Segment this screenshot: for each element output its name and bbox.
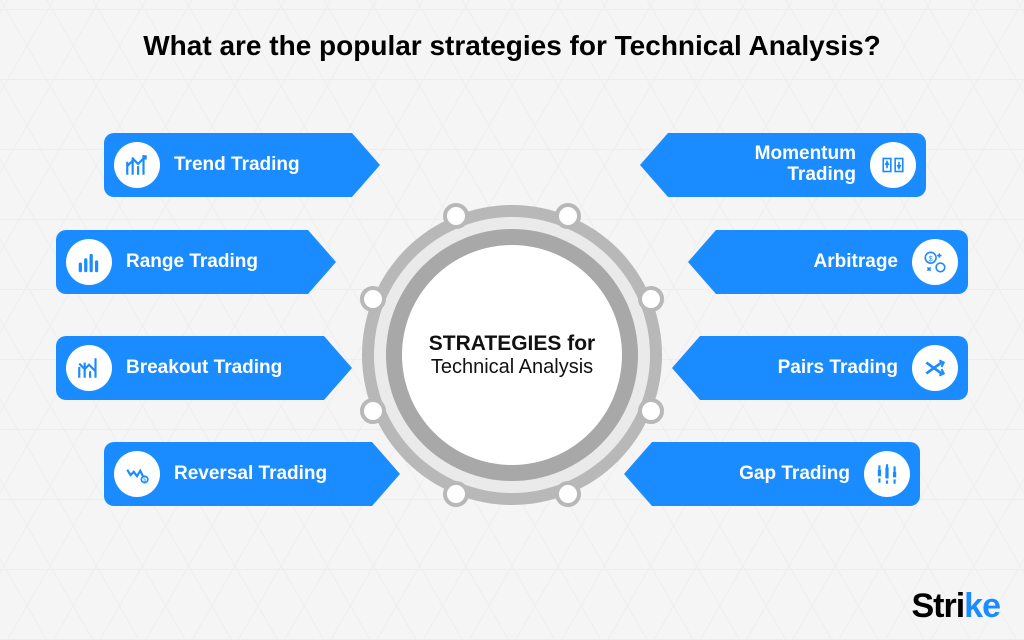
strategy-label: Gap Trading [739,464,850,485]
connector-dot [443,481,469,507]
strategy-label: Arbitrage [814,252,898,273]
brand-logo: Strike [911,587,1000,626]
strategy-label: Breakout Trading [126,358,282,379]
connector-dot [555,203,581,229]
connector-dot [360,398,386,424]
strategy-label: Momentum Trading [755,144,856,186]
trend-icon [114,142,160,188]
pairs-icon [912,345,958,391]
range-icon [66,239,112,285]
logo-part2: ke [964,587,1000,625]
strategy-label: Trend Trading [174,155,300,176]
strategy-item: Pairs Trading [672,336,968,400]
reversal-icon [114,451,160,497]
strategy-item: Trend Trading [104,133,380,197]
hub-core: STRATEGIES for Technical Analysis [402,245,622,465]
connector-dot [638,286,664,312]
connector-dot [360,286,386,312]
page-title: What are the popular strategies for Tech… [0,30,1024,62]
connector-dot [443,203,469,229]
strategy-label: Range Trading [126,252,258,273]
hub-line2: Technical Analysis [431,356,593,379]
breakout-icon [66,345,112,391]
logo-part1: Stri [911,587,964,625]
strategy-item: Arbitrage [688,230,968,294]
strategy-item: Breakout Trading [56,336,352,400]
momentum-icon [870,142,916,188]
strategy-label: Reversal Trading [174,464,327,485]
hub-line1: STRATEGIES for [429,332,595,356]
strategy-label: Pairs Trading [778,358,898,379]
strategy-item: Momentum Trading [640,133,926,197]
gap-icon [864,451,910,497]
arbitrage-icon [912,239,958,285]
strategy-item: Range Trading [56,230,336,294]
strategy-item: Reversal Trading [104,442,400,506]
strategy-item: Gap Trading [624,442,920,506]
